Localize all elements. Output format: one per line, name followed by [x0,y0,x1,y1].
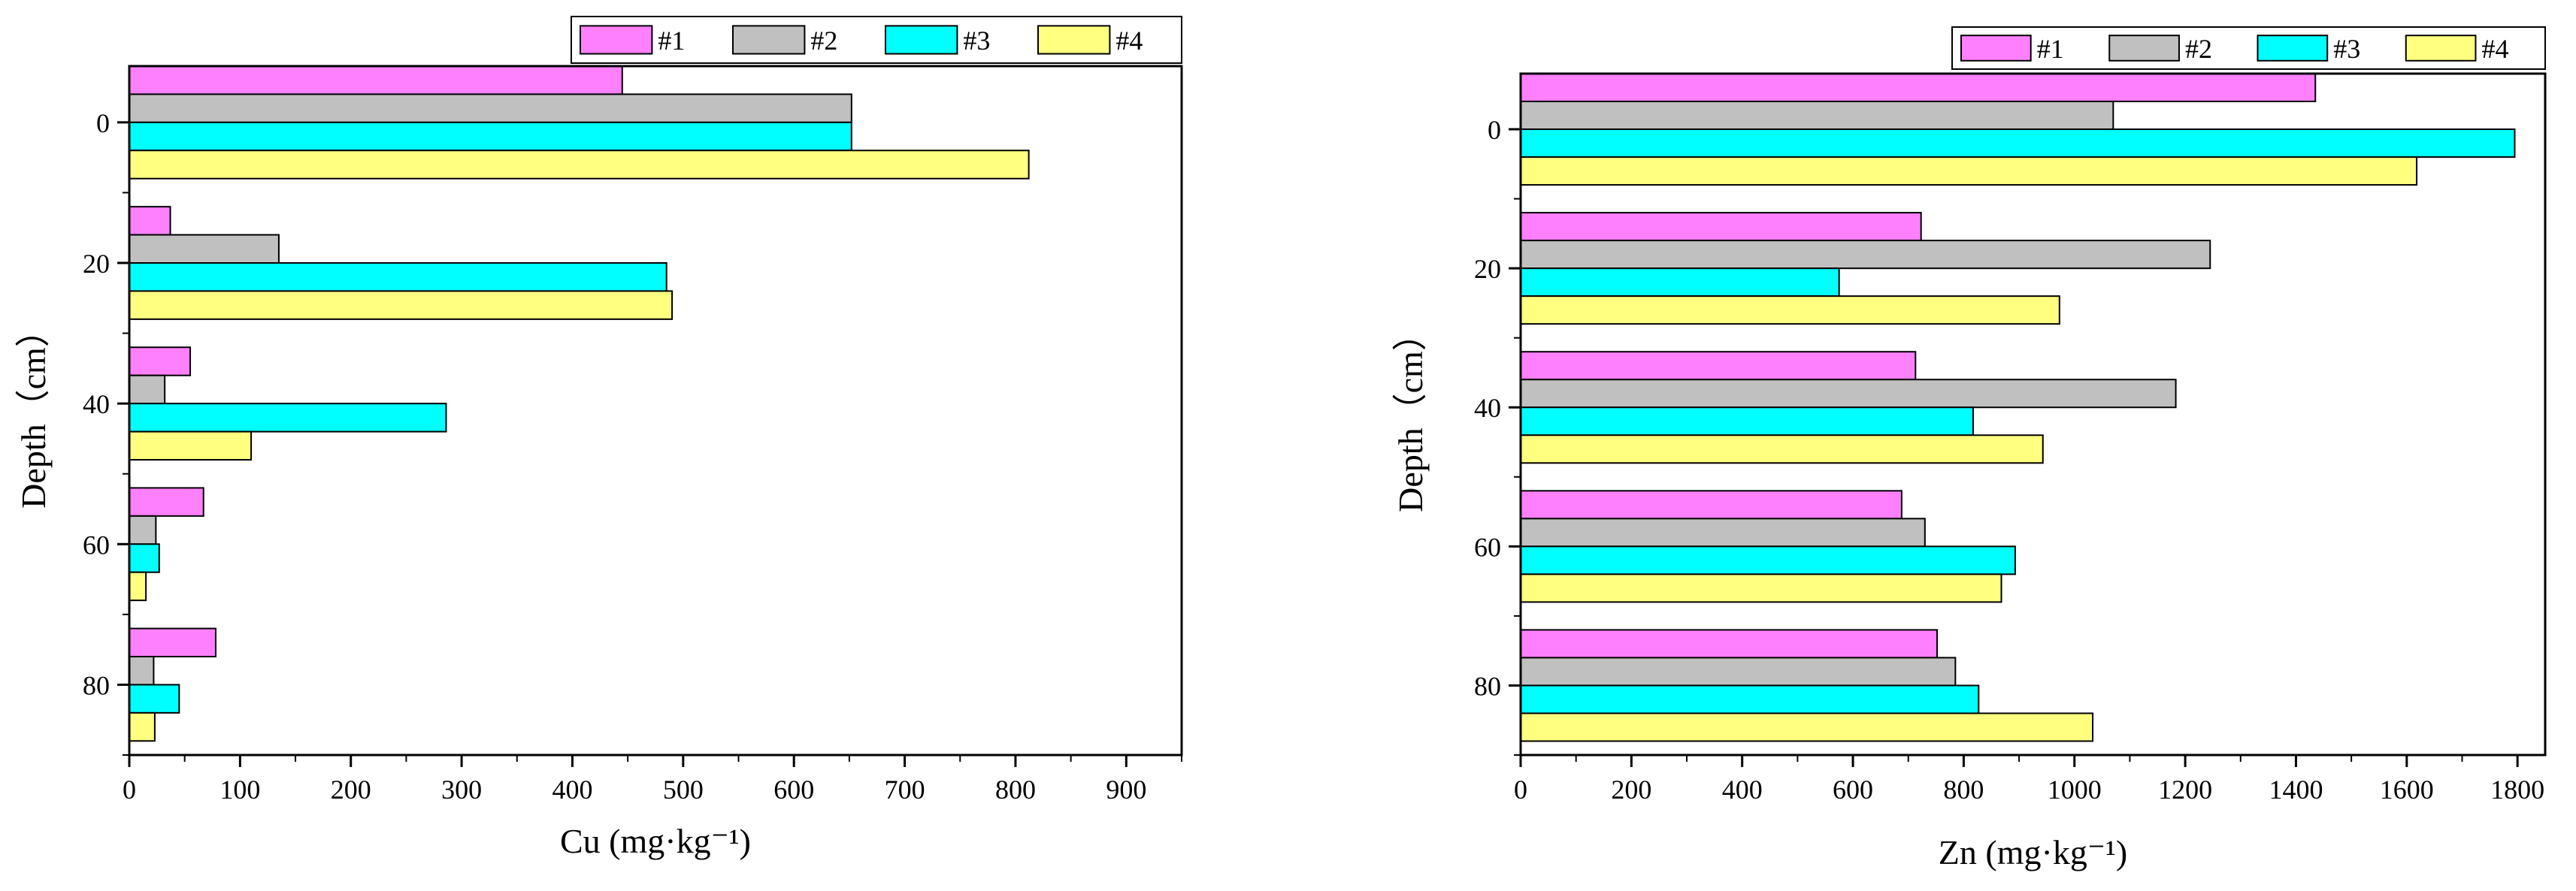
legend: #1 #2 #3 #4 [571,16,1182,64]
legend-swatch [2108,35,2180,62]
bar-s1-depth-20 [1520,212,1922,242]
legend-label: #3 [963,26,990,56]
bar-s1-depth-60 [1520,490,1902,520]
bar-s4-depth-60 [1520,573,2002,603]
bar-s3-depth-40 [1520,406,1974,436]
bar-s4-depth-80 [1520,712,2094,742]
bar-s3-depth-0 [129,121,852,152]
bar-s1-depth-80 [129,627,216,657]
bar-s4-depth-40 [1520,434,2044,464]
y-tick-label: 0 [1488,115,1501,145]
bar-s2-depth-80 [129,656,155,686]
legend-label: #1 [658,26,685,56]
x-tick-label: 200 [331,775,371,805]
plot-frame [1519,72,2547,757]
plot-frame [128,65,1183,757]
bar-s3-depth-80 [1520,684,1980,714]
y-axis-title: Depth（cm） [14,313,53,509]
legend-swatch [732,25,806,55]
x-tick-label: 1200 [2158,775,2212,805]
bar-s4-depth-20 [1520,295,2060,325]
bar-s4-depth-20 [129,290,674,320]
x-tick-label: 800 [1943,775,1984,805]
x-tick-label: 400 [552,775,592,805]
x-tick-label: 400 [1722,775,1763,805]
y-tick-label: 60 [1474,532,1501,562]
bar-s3-depth-20 [129,262,667,292]
legend-swatch [1037,25,1111,55]
bar-s4-depth-60 [129,571,147,602]
bar-s2-depth-60 [1520,518,1926,548]
bar-s3-depth-40 [129,403,447,433]
x-tick-label: 0 [123,775,136,805]
x-tick-label: 300 [441,775,482,805]
y-tick-label: 40 [1474,393,1501,423]
legend: #1 #2 #3 #4 [1951,26,2546,70]
x-tick-label: 500 [663,775,704,805]
legend-swatch [1960,35,2032,62]
bar-s4-depth-0 [129,150,1030,180]
bar-s1-depth-60 [129,487,204,517]
bar-s3-depth-80 [129,684,180,714]
bar-s2-depth-0 [129,93,852,123]
legend-swatch [2405,35,2477,62]
legend-label: #4 [2481,34,2508,64]
bar-s2-depth-0 [1520,101,2114,131]
x-tick-label: 600 [1833,775,1873,805]
legend-swatch [580,25,653,55]
legend-label: #2 [2185,34,2212,64]
x-tick-label: 200 [1611,775,1651,805]
x-tick-label: 900 [1106,775,1146,805]
chart-1: 0 100 200 300 400 500 600 700 800 900 0 20 40 60 80 Cu … [14,16,1183,860]
y-tick-label: 0 [96,108,110,138]
bar-s4-depth-80 [129,711,156,742]
y-tick-label: 20 [83,249,110,279]
bar-s1-depth-20 [129,206,171,236]
y-tick-label: 20 [1474,254,1501,284]
bar-s3-depth-60 [129,543,160,573]
chart-2: 0 200 400 600 800 1000 1200 1400 1600 1800 0 20 40 60… [1391,26,2547,871]
legend-label: #3 [2333,34,2360,64]
x-axis-title: Zn (mg·kg⁻¹) [1939,833,2127,871]
bar-s2-depth-60 [129,515,157,545]
bar-s1-depth-40 [1520,351,1917,381]
bar-s2-depth-80 [1520,657,1957,687]
x-tick-label: 1800 [2490,775,2544,805]
y-axis-title: Depth（cm） [1391,316,1430,512]
y-tick-label: 60 [83,530,110,560]
legend-swatch [2257,35,2329,62]
x-tick-label: 800 [995,775,1036,805]
bar-s2-depth-20 [129,234,280,264]
x-tick-label: 1000 [2048,775,2102,805]
y-tick-label: 80 [1474,671,1501,701]
bar-s3-depth-0 [1520,128,2516,159]
legend-label: #2 [810,26,837,56]
y-tick-label: 40 [83,389,110,419]
bar-s2-depth-40 [1520,379,2177,409]
bar-s2-depth-40 [129,374,166,405]
bar-s4-depth-0 [1520,156,2418,186]
x-tick-label: 700 [885,775,925,805]
x-tick-label: 100 [219,775,260,805]
x-tick-label: 1600 [2380,775,2434,805]
legend-label: #4 [1115,26,1143,56]
bar-s1-depth-0 [129,65,623,95]
bar-s1-depth-40 [129,346,192,376]
bar-s1-depth-80 [1520,629,1939,659]
y-tick-label: 80 [83,670,110,700]
bar-s4-depth-40 [129,430,253,461]
bar-s3-depth-20 [1520,267,1840,298]
x-tick-label: 0 [1514,775,1527,805]
bar-s2-depth-20 [1520,240,2211,270]
x-tick-label: 1400 [2269,775,2323,805]
bar-s3-depth-60 [1520,545,2016,575]
x-tick-label: 600 [773,775,814,805]
bar-s1-depth-0 [1520,73,2317,103]
legend-label: #1 [2037,34,2064,64]
legend-swatch [885,25,958,55]
x-axis-title: Cu (mg·kg⁻¹) [560,822,751,860]
